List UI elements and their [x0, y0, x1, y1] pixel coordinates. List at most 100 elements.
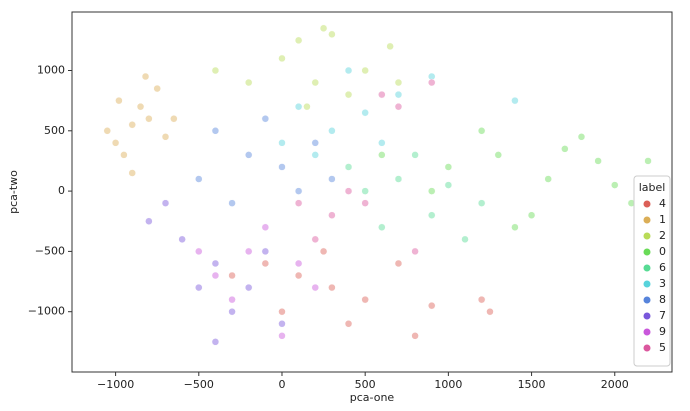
point: [278, 54, 286, 63]
point: [361, 199, 369, 207]
point: [120, 151, 128, 159]
x-tick-label: 1500: [518, 378, 546, 391]
point: [294, 102, 303, 111]
point: [511, 223, 519, 232]
point: [278, 307, 286, 316]
point: [195, 175, 203, 183]
point: [294, 271, 303, 280]
point: [444, 181, 453, 189]
point: [477, 199, 486, 207]
legend-marker: [643, 328, 651, 336]
legend-label: 5: [659, 341, 666, 354]
x-tick-label: 2000: [601, 378, 629, 391]
point: [344, 66, 353, 75]
point: [577, 133, 586, 141]
point: [195, 283, 203, 292]
point: [494, 151, 503, 159]
point: [211, 66, 220, 75]
point: [361, 66, 369, 75]
point: [244, 78, 253, 87]
point: [153, 84, 161, 93]
point: [244, 151, 253, 159]
legend-marker: [643, 344, 651, 352]
point: [378, 90, 386, 99]
point: [477, 295, 486, 304]
point: [244, 283, 253, 292]
point: [611, 181, 619, 189]
point: [378, 139, 386, 147]
legend-label: 9: [659, 325, 666, 338]
y-tick-label: −500: [35, 244, 65, 257]
point: [141, 72, 150, 81]
point: [128, 121, 136, 129]
point: [394, 102, 403, 111]
legend-label: 3: [659, 277, 666, 290]
legend-label: 7: [659, 309, 666, 322]
point: [527, 211, 536, 219]
point: [477, 127, 486, 135]
point: [386, 42, 394, 51]
y-tick-label: −1000: [28, 305, 65, 318]
point: [461, 235, 469, 244]
point: [261, 114, 270, 123]
point: [111, 139, 120, 147]
x-tick-label: 1000: [434, 378, 462, 391]
point: [278, 332, 286, 340]
point: [328, 283, 336, 292]
point: [344, 320, 353, 328]
legend-label: 2: [659, 229, 666, 242]
point: [195, 247, 203, 256]
point: [311, 235, 320, 244]
point: [211, 271, 220, 280]
point: [411, 332, 419, 340]
point: [561, 145, 569, 153]
point: [328, 211, 336, 219]
point: [394, 175, 403, 183]
legend-box: [633, 175, 671, 367]
x-tick-label: 0: [278, 378, 285, 391]
point: [511, 96, 519, 105]
legend-marker: [643, 280, 651, 288]
point: [427, 72, 436, 81]
legend-marker: [643, 312, 651, 320]
point: [303, 102, 311, 111]
point: [644, 157, 652, 165]
point: [411, 247, 419, 256]
point: [594, 157, 602, 165]
x-tick-label: −500: [184, 378, 214, 391]
point: [170, 114, 178, 123]
point: [394, 78, 403, 87]
legend-marker: [643, 216, 651, 224]
point: [228, 307, 236, 316]
legend-marker: [643, 232, 651, 240]
point: [344, 90, 353, 99]
plot-frame: [71, 11, 673, 373]
point: [294, 259, 303, 268]
point: [444, 163, 453, 171]
point: [211, 127, 220, 135]
point: [211, 259, 220, 268]
point: [311, 151, 320, 159]
legend-label: 6: [659, 261, 666, 274]
point: [261, 247, 270, 256]
point: [544, 175, 552, 183]
legend-title: label: [639, 181, 666, 194]
point: [228, 271, 236, 280]
point: [427, 211, 436, 219]
point: [228, 295, 236, 304]
point: [145, 114, 153, 123]
y-tick-label: 1000: [37, 63, 65, 76]
point: [311, 78, 320, 87]
point: [278, 163, 286, 171]
x-axis-label: pca-one: [350, 391, 395, 404]
point: [427, 78, 436, 87]
point: [103, 127, 112, 135]
point: [361, 108, 369, 117]
legend-marker: [643, 248, 651, 256]
point: [311, 139, 320, 147]
point: [115, 96, 123, 105]
point: [178, 235, 186, 244]
point: [294, 36, 303, 45]
point: [311, 283, 320, 292]
